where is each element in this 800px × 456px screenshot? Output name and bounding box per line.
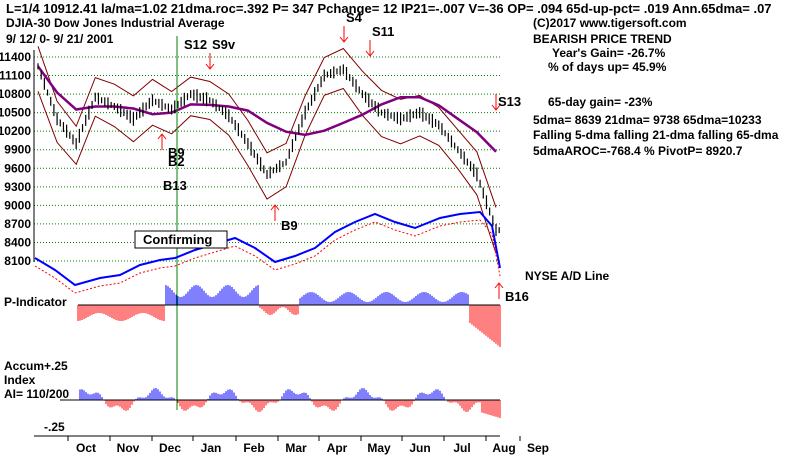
gain-65day: 65-day gain= -23% — [548, 95, 653, 109]
signal-label: B2 — [168, 154, 185, 169]
p-indicator-label: P-Indicator — [4, 295, 67, 309]
y-tick-label: 10800 — [0, 87, 31, 101]
signal-label: S13 — [498, 94, 521, 109]
header-line: L=1/4 10912.41 la/ma=1.02 21dma.roc=.392… — [6, 1, 772, 16]
signal-label: B16 — [505, 289, 529, 304]
date-range: 9/ 12/ 0- 9/ 21/ 2001 — [6, 32, 114, 46]
signal-arrow — [491, 94, 501, 111]
x-tick-label: Dec — [159, 441, 181, 455]
signal-label: S11 — [372, 24, 394, 39]
y-tick-label: 8700 — [4, 217, 31, 231]
x-tick-label: Mar — [285, 441, 307, 455]
accum-bottom-label: -.25 — [44, 420, 65, 434]
signal-label: S4 — [346, 10, 363, 25]
signal-arrow — [157, 133, 167, 150]
x-tick-label: Jun — [409, 441, 430, 455]
y-tick-label: 8100 — [4, 254, 31, 268]
nyse-ad-label: NYSE A/D Line — [525, 269, 610, 283]
x-tick-label: Jul — [453, 441, 470, 455]
signal-label: B9 — [168, 145, 185, 160]
signal-label: B9 — [281, 218, 298, 233]
chart-plot-area: 11400 11100 10800 10500 10200 9900 9600 9300 900… — [0, 10, 549, 455]
x-tick-label: Oct — [76, 441, 96, 455]
copyright: (C)2017 www.tigersoft.com — [533, 16, 687, 30]
y-tick-label: 10200 — [0, 124, 31, 138]
x-tick-label: Aug — [492, 441, 515, 455]
y-tick-label: 9300 — [4, 180, 31, 194]
confirming-label: Confirming — [143, 232, 212, 247]
x-tick-label: Apr — [327, 441, 348, 455]
pct-days-up: % of days up= 45.9% — [548, 60, 667, 74]
confirming-box — [134, 230, 228, 249]
falling-dma: Falling 5-dma falling 21-dma falling 65-… — [533, 128, 779, 142]
index-name: DJIA-30 Dow Jones Industrial Average — [6, 16, 225, 30]
x-tick-label: Feb — [243, 441, 264, 455]
signal-arrow — [494, 282, 504, 299]
ai-label: AI= 110/200 — [4, 387, 69, 401]
signal-label: B13 — [163, 178, 187, 193]
y-tick-label: 11400 — [0, 50, 31, 64]
x-tick-label: Sep — [527, 441, 549, 455]
ma-65-line — [36, 65, 497, 153]
aroc-pivot: 5dmaAROC=-768.4 % PivotP= 8920.7 — [533, 144, 743, 158]
accum-label: Accum — [4, 359, 44, 373]
signal-label: S9v — [212, 37, 236, 52]
trend-label: BEARISH PRICE TREND — [533, 32, 672, 46]
y-tick-label: 9600 — [4, 161, 31, 175]
lower-band-line — [37, 87, 497, 254]
nyse-ad-line — [34, 210, 501, 287]
y-tick-label: 8400 — [4, 235, 31, 249]
year-gain: Year's Gain= -26.7% — [552, 46, 666, 60]
x-tick-label: May — [367, 441, 391, 455]
y-tick-label: 9900 — [4, 143, 31, 157]
x-tick-label: Nov — [117, 441, 140, 455]
dma-values: 5dma= 8639 21dma= 9738 65dma=10233 — [533, 113, 762, 127]
signal-arrow — [365, 40, 375, 57]
signal-arrow — [339, 26, 349, 43]
signal-arrow — [205, 53, 215, 70]
y-tick-label: 11100 — [0, 69, 31, 83]
upper-band-line — [37, 46, 497, 208]
accum-top-label: +.25 — [44, 359, 68, 373]
x-tick-label: Jan — [201, 441, 222, 455]
signal-arrow — [270, 204, 280, 221]
y-tick-label: 9000 — [4, 198, 31, 212]
index-label: Index — [4, 373, 36, 387]
y-tick-label: 10500 — [0, 106, 31, 120]
signal-label: S12 — [184, 37, 207, 52]
